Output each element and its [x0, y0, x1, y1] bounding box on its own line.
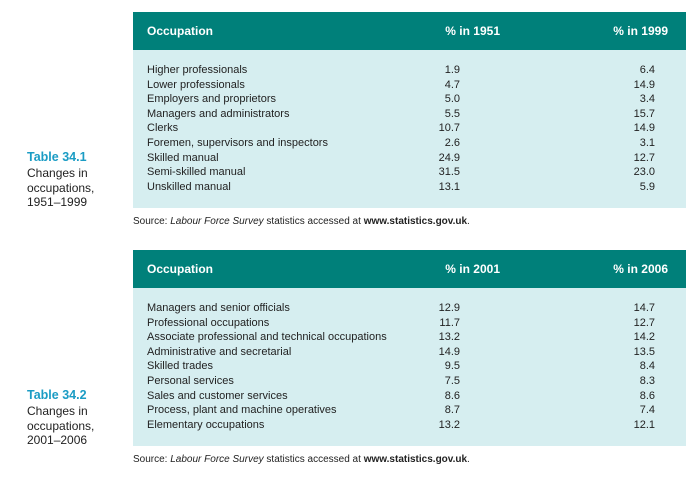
table-cell: Associate professional and technical occ…: [147, 331, 387, 344]
table-cell: 7.4: [639, 404, 655, 417]
table-cell: 5.5: [444, 107, 460, 120]
table-cell: 1.9: [444, 64, 460, 76]
column-header: Occupation: [147, 262, 214, 276]
table-cell: Unskilled manual: [147, 180, 231, 193]
table-cell: Managers and administrators: [147, 107, 290, 120]
table-caption: Changes in: [27, 404, 88, 418]
table-cell: 12.1: [633, 418, 655, 431]
table-cell: 13.2: [438, 418, 460, 431]
table-cell: Elementary occupations: [147, 418, 265, 431]
table-cell: Professional occupations: [147, 316, 270, 329]
table-cell: Process, plant and machine operatives: [147, 404, 337, 417]
table-cell: 12.9: [438, 302, 460, 314]
table-cell: 14.9: [633, 122, 655, 135]
table-cell: Lower professionals: [147, 78, 245, 91]
table-cell: Skilled manual: [147, 151, 219, 164]
source-prefix: Source:: [133, 216, 171, 227]
table-cell: Foremen, supervisors and inspectors: [147, 137, 328, 149]
column-header: Occupation: [147, 24, 214, 38]
source-prefix: Source:: [133, 454, 171, 465]
table-cell: 10.7: [438, 122, 460, 135]
table-cell: 8.3: [639, 375, 655, 387]
table-cell: 3.1: [639, 137, 655, 149]
table-cell: 14.2: [633, 331, 655, 344]
column-header: % in 1951: [445, 24, 500, 38]
table-cell: Employers and proprietors: [147, 93, 277, 106]
table-cell: Skilled trades: [147, 360, 214, 373]
table-label: Table 34.1: [27, 150, 87, 164]
table-cell: 31.5: [438, 166, 460, 179]
table-caption: occupations,: [27, 180, 95, 195]
table-caption: 2001–2006: [27, 433, 88, 448]
table-cell: 24.9: [438, 151, 460, 164]
column-header: % in 1999: [613, 24, 668, 38]
table-cell: Administrative and secretarial: [147, 345, 292, 358]
table-header: [133, 12, 686, 50]
table-cell: 13.1: [438, 180, 460, 193]
source-note: Source: Labour Force Survey statistics a…: [133, 454, 470, 465]
table-cell: 7.5: [444, 375, 460, 387]
table-caption: Changes in: [27, 166, 88, 180]
source-middle: statistics accessed at: [263, 454, 364, 465]
table-label: Table 34.2: [27, 388, 87, 402]
table-cell: 8.6: [444, 389, 460, 402]
table-cell: 9.5: [444, 360, 460, 373]
table-cell: 3.4: [639, 93, 655, 106]
table-cell: Clerks: [147, 122, 179, 135]
table-header: [133, 250, 686, 288]
table-cell: 23.0: [633, 166, 655, 179]
table-cell: 11.7: [439, 316, 460, 329]
table-cell: Semi-skilled manual: [147, 166, 246, 179]
table-cell: Personal services: [147, 375, 234, 387]
table-body: [133, 288, 686, 446]
table-cell: 8.7: [444, 404, 460, 417]
source-suffix: .: [467, 216, 470, 227]
table-cell: 4.7: [444, 78, 460, 91]
column-header: % in 2001: [445, 262, 500, 276]
table-cell: 13.2: [438, 331, 460, 344]
table-caption: 1951–1999: [27, 195, 88, 210]
table-cell: 15.7: [633, 107, 655, 120]
table-cell: 12.7: [633, 151, 655, 164]
table-cell: Higher professionals: [147, 64, 248, 76]
table-cell: 8.4: [639, 360, 655, 373]
table-cell: 8.6: [639, 389, 655, 402]
source-title: Labour Force Survey: [170, 454, 264, 465]
table-cell: 14.9: [633, 78, 655, 91]
source-note: Source: Labour Force Survey statistics a…: [133, 216, 470, 227]
source-suffix: .: [467, 454, 470, 465]
source-middle: statistics accessed at: [263, 216, 364, 227]
table-cell: 12.7: [633, 316, 655, 329]
column-header: % in 2006: [613, 262, 668, 276]
table-cell: 2.6: [444, 137, 460, 149]
table-cell: 5.9: [639, 180, 655, 193]
table-cell: 5.0: [444, 93, 460, 106]
table-caption: occupations,: [27, 418, 95, 433]
table-cell: 6.4: [639, 64, 655, 76]
table-cell: 13.5: [633, 345, 655, 358]
table-cell: Managers and senior officials: [147, 302, 290, 314]
source-url: www.statistics.gov.uk: [363, 454, 468, 465]
source-title: Labour Force Survey: [170, 216, 264, 227]
table-cell: Sales and customer services: [147, 389, 288, 402]
table-body: [133, 50, 686, 208]
table-cell: 14.9: [438, 345, 460, 358]
source-url: www.statistics.gov.uk: [363, 216, 468, 227]
table-cell: 14.7: [633, 302, 655, 314]
